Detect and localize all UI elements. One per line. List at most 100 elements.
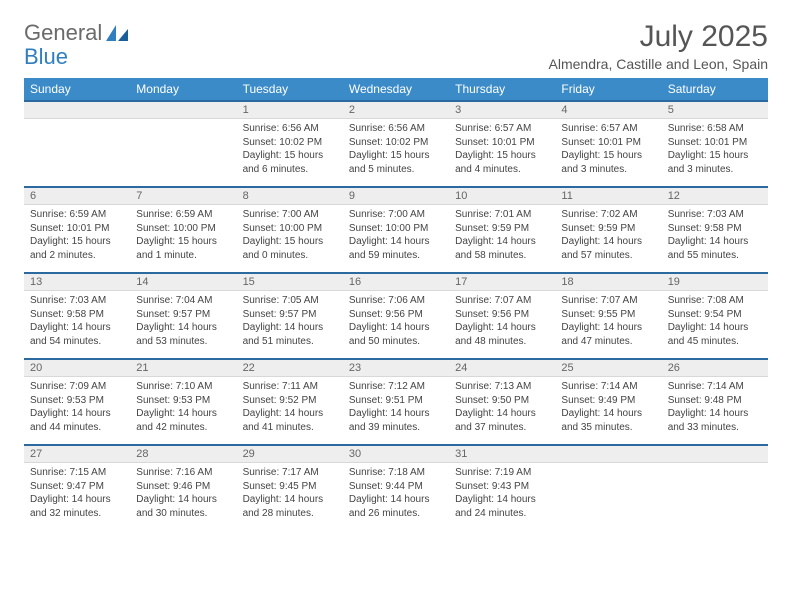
daylight-line: Daylight: 14 hours and 48 minutes. xyxy=(455,321,549,348)
calendar-empty-cell xyxy=(662,445,768,531)
day-body: Sunrise: 6:59 AMSunset: 10:01 PMDaylight… xyxy=(24,205,130,265)
sunset-line: Sunset: 9:59 PM xyxy=(455,222,549,236)
calendar-table: SundayMondayTuesdayWednesdayThursdayFrid… xyxy=(24,78,768,531)
calendar-day-cell: 8Sunrise: 7:00 AMSunset: 10:00 PMDayligh… xyxy=(237,187,343,273)
calendar-day-cell: 5Sunrise: 6:58 AMSunset: 10:01 PMDayligh… xyxy=(662,101,768,187)
daynum-empty xyxy=(24,102,130,119)
sunrise-line: Sunrise: 7:16 AM xyxy=(136,466,230,480)
day-number: 16 xyxy=(343,274,449,291)
day-body: Sunrise: 7:06 AMSunset: 9:56 PMDaylight:… xyxy=(343,291,449,351)
day-body: Sunrise: 7:08 AMSunset: 9:54 PMDaylight:… xyxy=(662,291,768,351)
day-body: Sunrise: 6:57 AMSunset: 10:01 PMDaylight… xyxy=(449,119,555,179)
daylight-line: Daylight: 14 hours and 50 minutes. xyxy=(349,321,443,348)
sunrise-line: Sunrise: 7:11 AM xyxy=(243,380,337,394)
sunset-line: Sunset: 9:52 PM xyxy=(243,394,337,408)
day-number: 5 xyxy=(662,102,768,119)
daylight-line: Daylight: 14 hours and 37 minutes. xyxy=(455,407,549,434)
sunset-line: Sunset: 10:00 PM xyxy=(136,222,230,236)
calendar-day-cell: 16Sunrise: 7:06 AMSunset: 9:56 PMDayligh… xyxy=(343,273,449,359)
day-body: Sunrise: 7:03 AMSunset: 9:58 PMDaylight:… xyxy=(24,291,130,351)
day-number: 10 xyxy=(449,188,555,205)
sunrise-line: Sunrise: 6:57 AM xyxy=(455,122,549,136)
sunrise-line: Sunrise: 6:57 AM xyxy=(561,122,655,136)
calendar-day-cell: 30Sunrise: 7:18 AMSunset: 9:44 PMDayligh… xyxy=(343,445,449,531)
daylight-line: Daylight: 15 hours and 4 minutes. xyxy=(455,149,549,176)
daylight-line: Daylight: 15 hours and 5 minutes. xyxy=(349,149,443,176)
day-number: 25 xyxy=(555,360,661,377)
day-number: 4 xyxy=(555,102,661,119)
sunrise-line: Sunrise: 6:56 AM xyxy=(243,122,337,136)
daylight-line: Daylight: 14 hours and 32 minutes. xyxy=(30,493,124,520)
sunrise-line: Sunrise: 7:00 AM xyxy=(349,208,443,222)
day-number: 28 xyxy=(130,446,236,463)
sunrise-line: Sunrise: 7:18 AM xyxy=(349,466,443,480)
calendar-day-cell: 25Sunrise: 7:14 AMSunset: 9:49 PMDayligh… xyxy=(555,359,661,445)
day-number: 14 xyxy=(130,274,236,291)
calendar-day-cell: 9Sunrise: 7:00 AMSunset: 10:00 PMDayligh… xyxy=(343,187,449,273)
day-body: Sunrise: 7:10 AMSunset: 9:53 PMDaylight:… xyxy=(130,377,236,437)
sunrise-line: Sunrise: 7:10 AM xyxy=(136,380,230,394)
logo: General xyxy=(24,20,130,46)
calendar-row: 6Sunrise: 6:59 AMSunset: 10:01 PMDayligh… xyxy=(24,187,768,273)
day-number: 21 xyxy=(130,360,236,377)
daylight-line: Daylight: 15 hours and 2 minutes. xyxy=(30,235,124,262)
sunset-line: Sunset: 10:02 PM xyxy=(243,136,337,150)
daylight-line: Daylight: 14 hours and 41 minutes. xyxy=(243,407,337,434)
calendar-day-cell: 1Sunrise: 6:56 AMSunset: 10:02 PMDayligh… xyxy=(237,101,343,187)
daylight-line: Daylight: 14 hours and 24 minutes. xyxy=(455,493,549,520)
day-number: 26 xyxy=(662,360,768,377)
day-number: 15 xyxy=(237,274,343,291)
day-body: Sunrise: 6:57 AMSunset: 10:01 PMDaylight… xyxy=(555,119,661,179)
day-number: 7 xyxy=(130,188,236,205)
daynum-empty xyxy=(555,446,661,463)
daylight-line: Daylight: 14 hours and 30 minutes. xyxy=(136,493,230,520)
calendar-day-cell: 21Sunrise: 7:10 AMSunset: 9:53 PMDayligh… xyxy=(130,359,236,445)
day-number: 6 xyxy=(24,188,130,205)
day-body: Sunrise: 7:00 AMSunset: 10:00 PMDaylight… xyxy=(237,205,343,265)
calendar-day-cell: 13Sunrise: 7:03 AMSunset: 9:58 PMDayligh… xyxy=(24,273,130,359)
sunset-line: Sunset: 9:51 PM xyxy=(349,394,443,408)
daylight-line: Daylight: 14 hours and 54 minutes. xyxy=(30,321,124,348)
sunset-line: Sunset: 10:01 PM xyxy=(561,136,655,150)
sunrise-line: Sunrise: 7:01 AM xyxy=(455,208,549,222)
sunset-line: Sunset: 9:50 PM xyxy=(455,394,549,408)
calendar-day-cell: 26Sunrise: 7:14 AMSunset: 9:48 PMDayligh… xyxy=(662,359,768,445)
sunset-line: Sunset: 9:55 PM xyxy=(561,308,655,322)
day-body: Sunrise: 7:07 AMSunset: 9:56 PMDaylight:… xyxy=(449,291,555,351)
day-number: 24 xyxy=(449,360,555,377)
header: General July 2025 Almendra, Castille and… xyxy=(24,20,768,72)
day-body: Sunrise: 7:04 AMSunset: 9:57 PMDaylight:… xyxy=(130,291,236,351)
sunrise-line: Sunrise: 7:03 AM xyxy=(30,294,124,308)
day-number: 30 xyxy=(343,446,449,463)
sunrise-line: Sunrise: 7:14 AM xyxy=(561,380,655,394)
daylight-line: Daylight: 14 hours and 59 minutes. xyxy=(349,235,443,262)
calendar-day-cell: 6Sunrise: 6:59 AMSunset: 10:01 PMDayligh… xyxy=(24,187,130,273)
calendar-day-cell: 18Sunrise: 7:07 AMSunset: 9:55 PMDayligh… xyxy=(555,273,661,359)
day-number: 2 xyxy=(343,102,449,119)
calendar-day-cell: 22Sunrise: 7:11 AMSunset: 9:52 PMDayligh… xyxy=(237,359,343,445)
daylight-line: Daylight: 14 hours and 55 minutes. xyxy=(668,235,762,262)
weekday-header: Tuesday xyxy=(237,78,343,101)
daylight-line: Daylight: 15 hours and 0 minutes. xyxy=(243,235,337,262)
sunset-line: Sunset: 9:57 PM xyxy=(243,308,337,322)
day-body: Sunrise: 7:19 AMSunset: 9:43 PMDaylight:… xyxy=(449,463,555,523)
sunrise-line: Sunrise: 7:15 AM xyxy=(30,466,124,480)
sunrise-line: Sunrise: 7:12 AM xyxy=(349,380,443,394)
calendar-day-cell: 12Sunrise: 7:03 AMSunset: 9:58 PMDayligh… xyxy=(662,187,768,273)
day-number: 13 xyxy=(24,274,130,291)
calendar-day-cell: 23Sunrise: 7:12 AMSunset: 9:51 PMDayligh… xyxy=(343,359,449,445)
calendar-empty-cell xyxy=(555,445,661,531)
day-body: Sunrise: 7:01 AMSunset: 9:59 PMDaylight:… xyxy=(449,205,555,265)
calendar-day-cell: 24Sunrise: 7:13 AMSunset: 9:50 PMDayligh… xyxy=(449,359,555,445)
day-body: Sunrise: 6:58 AMSunset: 10:01 PMDaylight… xyxy=(662,119,768,179)
location: Almendra, Castille and Leon, Spain xyxy=(549,56,768,72)
daylight-line: Daylight: 14 hours and 57 minutes. xyxy=(561,235,655,262)
day-number: 8 xyxy=(237,188,343,205)
calendar-day-cell: 31Sunrise: 7:19 AMSunset: 9:43 PMDayligh… xyxy=(449,445,555,531)
sunrise-line: Sunrise: 7:04 AM xyxy=(136,294,230,308)
logo-sail-icon xyxy=(104,23,130,43)
day-number: 20 xyxy=(24,360,130,377)
daylight-line: Daylight: 14 hours and 45 minutes. xyxy=(668,321,762,348)
sunset-line: Sunset: 10:00 PM xyxy=(349,222,443,236)
sunset-line: Sunset: 9:58 PM xyxy=(668,222,762,236)
